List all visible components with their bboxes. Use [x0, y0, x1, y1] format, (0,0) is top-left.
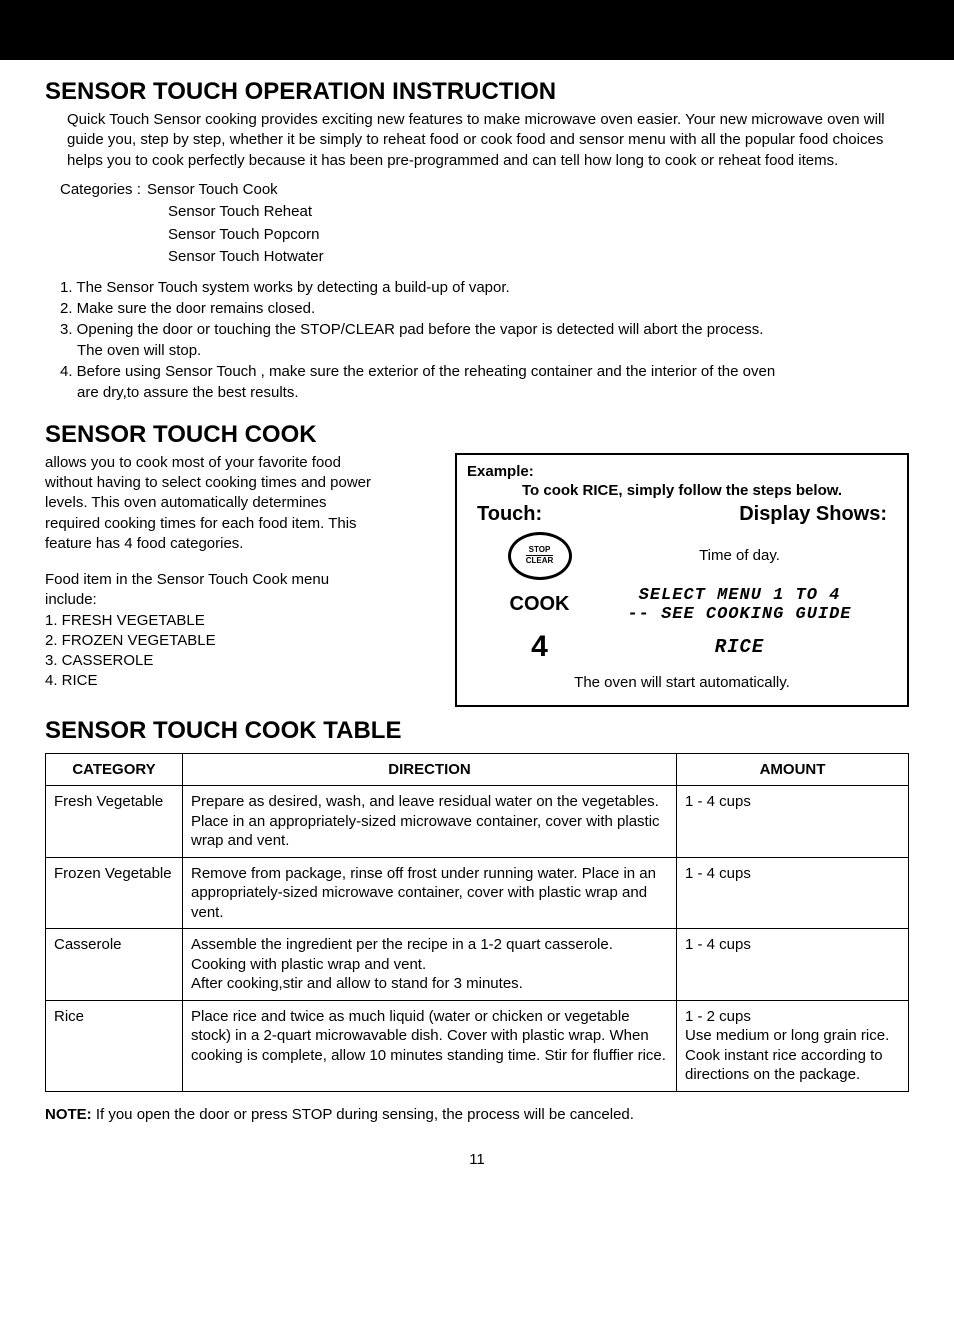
menu-4: 4. RICE: [45, 671, 375, 691]
category-4: Sensor Touch Hotwater: [168, 246, 909, 269]
cook-button[interactable]: COOK: [497, 593, 582, 616]
touch-heading: Touch:: [477, 503, 542, 526]
r1c3: 1 - 4 cups: [677, 786, 909, 858]
r2c1: Frozen Vegetable: [46, 857, 183, 929]
top-black-banner: [0, 0, 954, 60]
section1-title: SENSOR TOUCH OPERATION INSTRUCTION: [45, 78, 909, 106]
categories-label: Categories :: [60, 181, 141, 198]
section3-title: SENSOR TOUCH COOK TABLE: [45, 717, 909, 745]
th-direction: DIRECTION: [183, 753, 677, 786]
example-auto: The oven will start automatically.: [467, 674, 897, 691]
r2c3: 1 - 4 cups: [677, 857, 909, 929]
section2-title: SENSOR TOUCH COOK: [45, 421, 909, 449]
r2c2: Remove from package, rinse off frost und…: [183, 857, 677, 929]
category-2: Sensor Touch Reheat: [168, 201, 909, 224]
example-label: Example:: [467, 463, 897, 480]
clear-text: CLEAR: [526, 556, 554, 565]
th-category: CATEGORY: [46, 753, 183, 786]
display-2a: SELECT MENU 1 TO 4: [582, 586, 897, 605]
stop-text: STOP: [526, 546, 554, 556]
cook-left-column: allows you to cook most of your favorite…: [45, 453, 375, 692]
stop-clear-icon: STOP CLEAR: [508, 532, 572, 580]
r4c3: 1 - 2 cups Use medium or long grain rice…: [677, 1000, 909, 1091]
page-content: SENSOR TOUCH OPERATION INSTRUCTION Quick…: [0, 78, 954, 1188]
r1c1: Fresh Vegetable: [46, 786, 183, 858]
page-number: 11: [45, 1151, 909, 1168]
th-amount: AMOUNT: [677, 753, 909, 786]
r4c2: Place rice and twice as much liquid (wat…: [183, 1000, 677, 1091]
step-2-row: COOK SELECT MENU 1 TO 4 -- SEE COOKING G…: [467, 586, 897, 624]
table-row: Rice Place rice and twice as much liquid…: [46, 1000, 909, 1091]
category-1: Sensor Touch Cook: [147, 181, 278, 198]
instr-2: 2. Make sure the door remains closed.: [60, 298, 909, 319]
category-3: Sensor Touch Popcorn: [168, 224, 909, 247]
r4c1: Rice: [46, 1000, 183, 1091]
cook-para: allows you to cook most of your favorite…: [45, 453, 375, 554]
instr-4a: 4. Before using Sensor Touch , make sure…: [60, 361, 909, 382]
table-row: Fresh Vegetable Prepare as desired, wash…: [46, 786, 909, 858]
instr-3a: 3. Opening the door or touching the STOP…: [60, 319, 909, 340]
table-row: Frozen Vegetable Remove from package, ri…: [46, 857, 909, 929]
menu-3: 3. CASSEROLE: [45, 651, 375, 671]
instr-3b: The oven will stop.: [60, 340, 909, 361]
menu-2: 2. FROZEN VEGETABLE: [45, 631, 375, 651]
display-heading: Display Shows:: [739, 503, 887, 526]
cook-menu-intro: Food item in the Sensor Touch Cook menu …: [45, 570, 375, 611]
note-text: If you open the door or press STOP durin…: [92, 1106, 634, 1123]
r3c1: Casserole: [46, 929, 183, 1001]
table-row: Casserole Assemble the ingredient per th…: [46, 929, 909, 1001]
menu-1: 1. FRESH VEGETABLE: [45, 611, 375, 631]
four-button[interactable]: 4: [497, 630, 582, 664]
step-3-row: 4 RICE: [467, 630, 897, 664]
cook-table: CATEGORY DIRECTION AMOUNT Fresh Vegetabl…: [45, 753, 909, 1092]
display-1: Time of day.: [582, 547, 897, 564]
display-2: SELECT MENU 1 TO 4 -- SEE COOKING GUIDE: [582, 586, 897, 624]
step-1-row: STOP CLEAR Time of day.: [467, 532, 897, 580]
instr-1: 1. The Sensor Touch system works by dete…: [60, 277, 909, 298]
r3c3: 1 - 4 cups: [677, 929, 909, 1001]
section1-intro: Quick Touch Sensor cooking provides exci…: [67, 110, 909, 171]
display-3: RICE: [582, 636, 897, 658]
note-bold: NOTE:: [45, 1106, 92, 1123]
example-sub: To cook RICE, simply follow the steps be…: [467, 482, 897, 499]
instr-4b: are dry,to assure the best results.: [60, 382, 909, 403]
display-2b: -- SEE COOKING GUIDE: [582, 605, 897, 624]
note: NOTE: If you open the door or press STOP…: [45, 1106, 909, 1123]
stop-clear-button[interactable]: STOP CLEAR: [497, 532, 582, 580]
r1c2: Prepare as desired, wash, and leave resi…: [183, 786, 677, 858]
table-header-row: CATEGORY DIRECTION AMOUNT: [46, 753, 909, 786]
example-box: Example: To cook RICE, simply follow the…: [455, 453, 909, 707]
r3c2: Assemble the ingredient per the recipe i…: [183, 929, 677, 1001]
